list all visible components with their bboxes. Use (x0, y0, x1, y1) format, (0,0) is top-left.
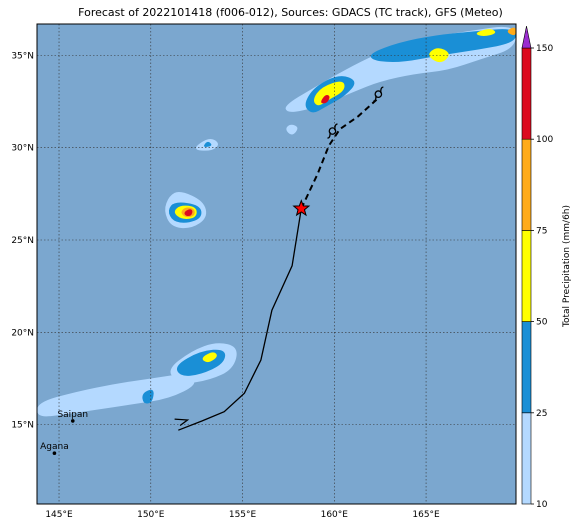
lat-tick-label: 35°N (11, 51, 34, 61)
colorbar-tick-label: 100 (536, 135, 553, 145)
latitude-labels: 15°N 20°N 25°N 30°N 35°N (11, 51, 34, 430)
lat-tick-label: 25°N (11, 236, 34, 246)
precipitation-layer (37, 26, 516, 417)
precip-area (142, 389, 154, 404)
colorbar-title: Total Precipitation (mm/6h) (562, 205, 572, 328)
precip-area (202, 352, 217, 363)
city-label: Agana (40, 442, 69, 452)
precip-area (37, 374, 195, 417)
colorbar-tick-label: 75 (536, 226, 547, 236)
storm-symbol-arm (373, 95, 377, 102)
track-start-hook (174, 418, 190, 427)
current-position-star-icon[interactable] (292, 199, 311, 217)
map-area[interactable]: Saipan Agana (36, 23, 517, 505)
storm-symbol-arm (327, 132, 331, 139)
precip-area (370, 29, 516, 63)
city-markers: Saipan Agana (40, 410, 88, 456)
colorbar-extend-arrow (521, 25, 532, 49)
city-label: Saipan (57, 410, 88, 420)
precipitation-colorbar: 10 25 50 75 100 150 Total Precipitation (mm/6h… (521, 25, 572, 510)
city-dot (70, 419, 75, 423)
precip-area (286, 124, 298, 135)
precip-area (184, 209, 193, 216)
colorbar-segment (521, 47, 532, 140)
longitude-labels: 145°E 150°E 155°E 160°E 165°E (45, 510, 440, 520)
lat-tick-label: 15°N (11, 421, 34, 431)
storm-symbol-icon (328, 127, 337, 135)
storm-track (174, 86, 384, 431)
lon-tick-label: 160°E (321, 510, 349, 520)
colorbar-tick-label: 25 (536, 409, 547, 419)
colorbar-segment (521, 321, 532, 414)
storm-symbol-arm (380, 86, 384, 94)
lon-tick-label: 155°E (229, 510, 257, 520)
past-track-line (178, 208, 302, 431)
lon-tick-label: 150°E (137, 510, 165, 520)
precip-area (321, 94, 330, 104)
ocean-background (37, 24, 516, 504)
colorbar-tick-label: 10 (536, 500, 548, 510)
precip-area (476, 29, 496, 36)
precip-area (429, 48, 449, 63)
forecast-track-line (300, 98, 378, 210)
map-title: Forecast of 2022101418 (f006-012), Sourc… (78, 6, 503, 19)
precip-area (314, 81, 345, 106)
colorbar-segment (521, 230, 532, 322)
graticule (37, 24, 516, 504)
lat-tick-label: 20°N (11, 328, 34, 338)
colorbar-segment (521, 138, 532, 231)
precip-area (204, 141, 212, 147)
city-dot (52, 451, 57, 456)
colorbar-segment (521, 412, 532, 505)
lat-tick-label: 30°N (11, 144, 34, 154)
colorbar-tick-label: 50 (536, 318, 548, 328)
lon-tick-label: 145°E (45, 510, 73, 520)
storm-symbol-arm (334, 123, 338, 131)
colorbar-tick-label: 150 (536, 44, 553, 54)
precip-area (507, 27, 516, 36)
map-frame (36, 23, 517, 505)
lon-tick-label: 165°E (412, 510, 440, 520)
storm-symbol-icon (374, 90, 383, 99)
